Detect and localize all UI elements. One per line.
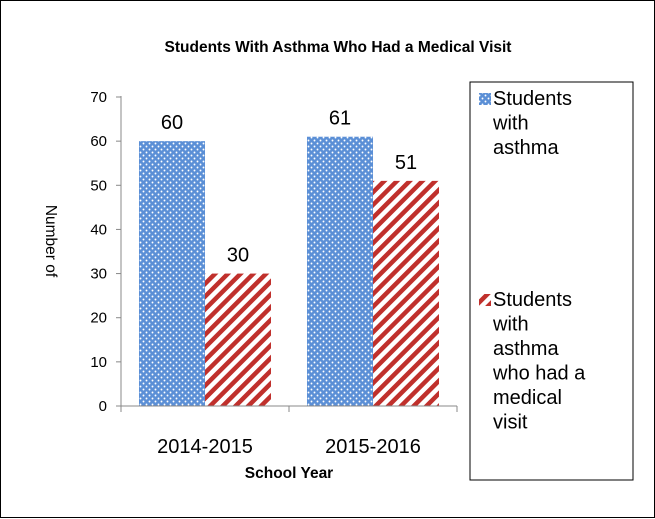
legend-swatch	[479, 294, 491, 306]
y-tick-label: 70	[90, 89, 107, 106]
legend-label-line: Students	[493, 88, 572, 110]
y-tick-label: 0	[99, 398, 107, 415]
data-label: 60	[161, 112, 183, 134]
data-label: 61	[329, 108, 351, 130]
legend-label-line: with	[492, 113, 529, 135]
legend-label-line: Students	[493, 289, 572, 311]
chart-title: Students With Asthma Who Had a Medical V…	[165, 39, 512, 56]
legend-swatch	[479, 93, 491, 105]
bar-medical-visit-2014-2015	[205, 273, 271, 406]
bar-students-with-asthma-2015-2016	[307, 136, 373, 406]
x-category-label: 2014-2015	[157, 436, 253, 458]
y-tick-label: 20	[90, 310, 107, 327]
y-tick-label: 10	[90, 354, 107, 371]
bar-students-with-asthma-2014-2015	[139, 141, 205, 406]
data-label: 51	[395, 152, 417, 174]
x-axis-label: School Year	[245, 465, 333, 482]
legend-label-line: visit	[493, 412, 528, 434]
bar-medical-visit-2015-2016	[373, 180, 439, 406]
y-tick-label: 30	[90, 266, 107, 283]
y-tick-label: 50	[90, 177, 107, 194]
legend-box	[469, 81, 634, 481]
y-axis-label: Number of	[42, 205, 59, 278]
legend: StudentswithasthmaStudentswithasthmawho …	[469, 81, 634, 481]
x-category-label: 2015-2016	[325, 436, 421, 458]
legend-label-line: asthma	[493, 137, 559, 159]
legend-label-line: with	[492, 314, 529, 336]
legend-label-line: who had a	[492, 363, 586, 385]
data-label: 30	[227, 245, 249, 267]
y-tick-label: 40	[90, 221, 107, 238]
legend-label-line: medical	[493, 387, 562, 409]
y-tick-label: 60	[90, 133, 107, 150]
legend-label-line: asthma	[493, 338, 559, 360]
